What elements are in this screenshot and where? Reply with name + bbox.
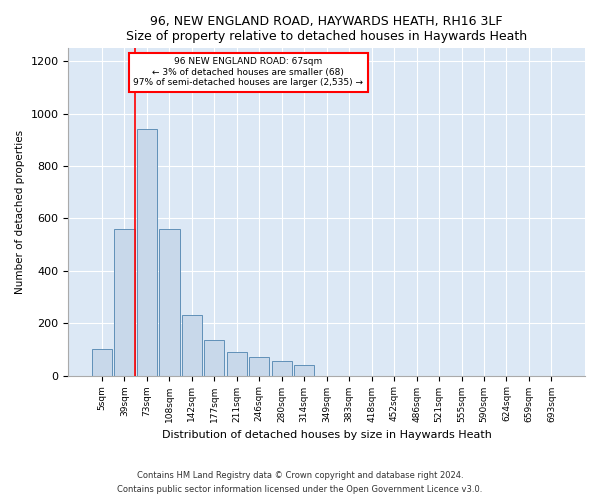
Text: 96 NEW ENGLAND ROAD: 67sqm
← 3% of detached houses are smaller (68)
97% of semi-: 96 NEW ENGLAND ROAD: 67sqm ← 3% of detac… <box>133 58 363 88</box>
Bar <box>137 130 157 376</box>
Title: 96, NEW ENGLAND ROAD, HAYWARDS HEATH, RH16 3LF
Size of property relative to deta: 96, NEW ENGLAND ROAD, HAYWARDS HEATH, RH… <box>126 15 527 43</box>
Bar <box>272 361 292 376</box>
Bar <box>227 352 247 376</box>
X-axis label: Distribution of detached houses by size in Haywards Heath: Distribution of detached houses by size … <box>162 430 491 440</box>
Bar <box>115 229 134 376</box>
Bar <box>159 229 179 376</box>
Bar <box>249 357 269 376</box>
Bar <box>92 350 112 376</box>
Bar <box>182 316 202 376</box>
Y-axis label: Number of detached properties: Number of detached properties <box>15 130 25 294</box>
Bar <box>204 340 224 376</box>
Text: Contains HM Land Registry data © Crown copyright and database right 2024.: Contains HM Land Registry data © Crown c… <box>137 470 463 480</box>
Bar <box>294 365 314 376</box>
Text: Contains public sector information licensed under the Open Government Licence v3: Contains public sector information licen… <box>118 486 482 494</box>
